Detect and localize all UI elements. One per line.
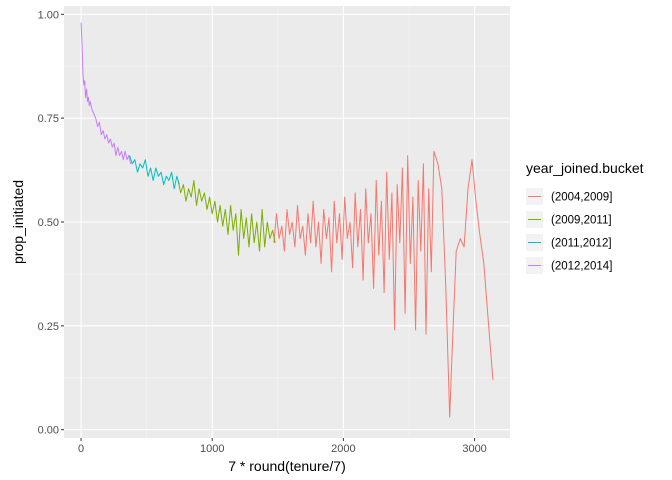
legend-label: (2004,2009] <box>551 192 612 204</box>
series-line <box>177 180 276 256</box>
y-tick-label: 0.00 <box>38 425 59 437</box>
y-tick-label: 0.75 <box>38 113 59 125</box>
y-tick-label: 1.00 <box>38 9 59 21</box>
y-tick-label: 0.50 <box>38 217 59 229</box>
legend-items: (2004,2009] (2009,2011] (2011,2012] (2012,2… <box>526 188 612 274</box>
x-tick-label: 0 <box>78 443 84 455</box>
legend-label: (2011,2012] <box>551 238 612 250</box>
y-axis-ticks: 0.00 0.25 0.50 0.75 1.00 <box>38 9 64 437</box>
x-tick-label: 2000 <box>331 443 355 455</box>
series-line <box>273 150 494 418</box>
y-axis-label: prop_initiated <box>10 180 26 264</box>
x-axis-ticks: 0 1000 2000 3000 <box>78 438 487 455</box>
series-line <box>80 22 132 164</box>
legend-title: year_joined.bucket <box>526 160 644 176</box>
x-tick-label: 3000 <box>462 443 486 455</box>
legend: year_joined.bucket (2004,2009] (2009,2011… <box>526 160 644 274</box>
legend-label: (2009,2011] <box>551 215 612 227</box>
legend-label: (2012,2014] <box>551 261 612 273</box>
series-line <box>129 155 180 190</box>
y-tick-label: 0.25 <box>38 321 59 333</box>
series-lines <box>80 22 494 418</box>
x-tick-label: 1000 <box>200 443 224 455</box>
x-axis-label: 7 * round(tenure/7) <box>228 458 346 474</box>
